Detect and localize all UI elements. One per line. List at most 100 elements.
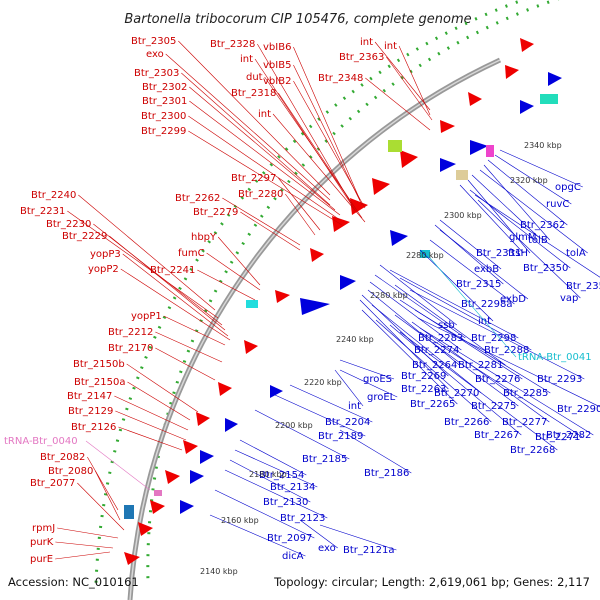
forward-strand-genes bbox=[124, 38, 534, 565]
gene-label: groES bbox=[363, 374, 392, 385]
leader-line bbox=[419, 331, 583, 438]
gene-arrow bbox=[520, 100, 534, 114]
leader-line bbox=[389, 324, 522, 436]
gene-arrow bbox=[200, 450, 214, 464]
gene-label: Btr_2154 bbox=[259, 470, 304, 481]
leader-line bbox=[374, 41, 431, 111]
leader-line bbox=[471, 174, 539, 238]
leader-line bbox=[483, 164, 550, 241]
kbp-tick-label: 2240 kbp bbox=[336, 335, 374, 344]
leader-line bbox=[379, 264, 457, 326]
gene-label: Btr_2240 bbox=[31, 190, 76, 201]
leader-line bbox=[365, 77, 431, 131]
gene-arrow bbox=[225, 418, 238, 432]
gene-label: int bbox=[384, 41, 397, 52]
kbp-tick-label: 2280 kbp bbox=[370, 291, 408, 300]
gene-block bbox=[456, 170, 468, 180]
gene-label: Btr_2097 bbox=[267, 533, 312, 544]
gene-label: Btr_2263 bbox=[401, 384, 446, 395]
gene-arrow bbox=[300, 298, 330, 315]
gene-block bbox=[388, 140, 402, 152]
leader-line bbox=[494, 154, 572, 205]
kbp-tick-label: 2140 kbp bbox=[200, 567, 238, 576]
trna-marker bbox=[154, 490, 162, 496]
gene-arrow bbox=[440, 120, 455, 133]
leader-line bbox=[339, 369, 398, 398]
gene-label: dut bbox=[246, 72, 263, 83]
leader-line bbox=[499, 149, 583, 188]
gene-label: Btr_2204 bbox=[325, 417, 370, 428]
leader-line bbox=[419, 327, 594, 436]
leader-line bbox=[188, 130, 343, 226]
trna-marker bbox=[420, 250, 430, 258]
gene-label: Btr_2283 bbox=[418, 333, 463, 344]
gene-label: Btr_2267 bbox=[474, 430, 519, 441]
leader-line bbox=[93, 223, 223, 326]
leader-line bbox=[477, 199, 581, 299]
gene-label: Btr_2351 bbox=[566, 281, 600, 292]
leader-line bbox=[178, 40, 331, 196]
gene-label: Btr_2262 bbox=[175, 193, 220, 204]
leader-line bbox=[274, 394, 366, 437]
leader-line bbox=[55, 541, 114, 549]
leader-line bbox=[234, 449, 318, 488]
gene-label: Btr_2274 bbox=[414, 345, 459, 356]
leader-line bbox=[374, 274, 466, 339]
kbp-tick-label: 2300 kbp bbox=[444, 211, 482, 220]
gene-label: int bbox=[478, 316, 491, 327]
gene-label: Btr_2082 bbox=[40, 452, 85, 463]
gene-label: Btr_2288 bbox=[484, 345, 529, 356]
gene-arrow bbox=[183, 440, 198, 454]
leader-line bbox=[222, 197, 301, 246]
gene-label: Btr_2301 bbox=[142, 96, 187, 107]
leader-line bbox=[394, 314, 519, 407]
leader-line bbox=[224, 469, 328, 519]
gene-arrow bbox=[470, 140, 488, 155]
gene-label: Btr_2265 bbox=[410, 399, 455, 410]
leader-line bbox=[293, 80, 366, 209]
gene-label: Btr_2080 bbox=[48, 466, 93, 477]
leader-line bbox=[414, 309, 551, 394]
gene-label: Btr_2269 bbox=[401, 371, 446, 382]
leader-line bbox=[359, 299, 449, 390]
leader-line bbox=[57, 527, 119, 539]
gene-label: ssb bbox=[438, 320, 455, 331]
gene-arrow bbox=[520, 38, 534, 52]
leader-line bbox=[229, 459, 311, 503]
gene-arrow bbox=[196, 412, 210, 426]
gene-label: Btr_2268 bbox=[510, 445, 555, 456]
gene-block bbox=[540, 94, 558, 104]
gene-arrow bbox=[390, 230, 408, 246]
leader-line bbox=[155, 347, 216, 381]
gene-label: yopP2 bbox=[88, 264, 119, 275]
leader-line bbox=[206, 252, 261, 291]
leader-line bbox=[419, 249, 494, 322]
gene-label: yopP3 bbox=[90, 249, 121, 260]
leader-line bbox=[429, 239, 515, 305]
gene-label: tolA bbox=[566, 248, 586, 259]
gene-block bbox=[246, 300, 258, 308]
gene-label: Btr_2302 bbox=[142, 82, 187, 93]
gene-label: Btr_2290 bbox=[557, 404, 600, 415]
reverse-gene-labels: opgC ruvC Btr_2362 tolB tolA glmM ftsHBtr_2331… bbox=[209, 149, 600, 562]
leader-line bbox=[399, 331, 558, 451]
leader-line bbox=[165, 53, 331, 201]
leader-line bbox=[369, 281, 462, 351]
gene-label: vbIB5 bbox=[263, 60, 291, 71]
gene-label: purE bbox=[30, 554, 53, 565]
leader-line bbox=[386, 56, 433, 121]
gene-label: purK bbox=[30, 537, 54, 548]
leader-line bbox=[474, 194, 600, 278]
gene-label: Btr_2170 bbox=[108, 343, 153, 354]
gene-label: Btr_2277 bbox=[502, 417, 547, 428]
gene-label: exbD bbox=[500, 294, 526, 305]
kbp-tick-label: 2280 kbp bbox=[406, 251, 444, 260]
leader-line bbox=[398, 45, 431, 116]
kbp-tick-label: 2220 kbp bbox=[304, 378, 342, 387]
gene-label: Btr_2271 bbox=[535, 432, 580, 443]
leader-line bbox=[67, 210, 219, 319]
gene-label: Btr_2185 bbox=[302, 454, 347, 465]
gene-label: Btr_2315 bbox=[456, 279, 501, 290]
gene-label: Btr_2134 bbox=[270, 482, 315, 493]
